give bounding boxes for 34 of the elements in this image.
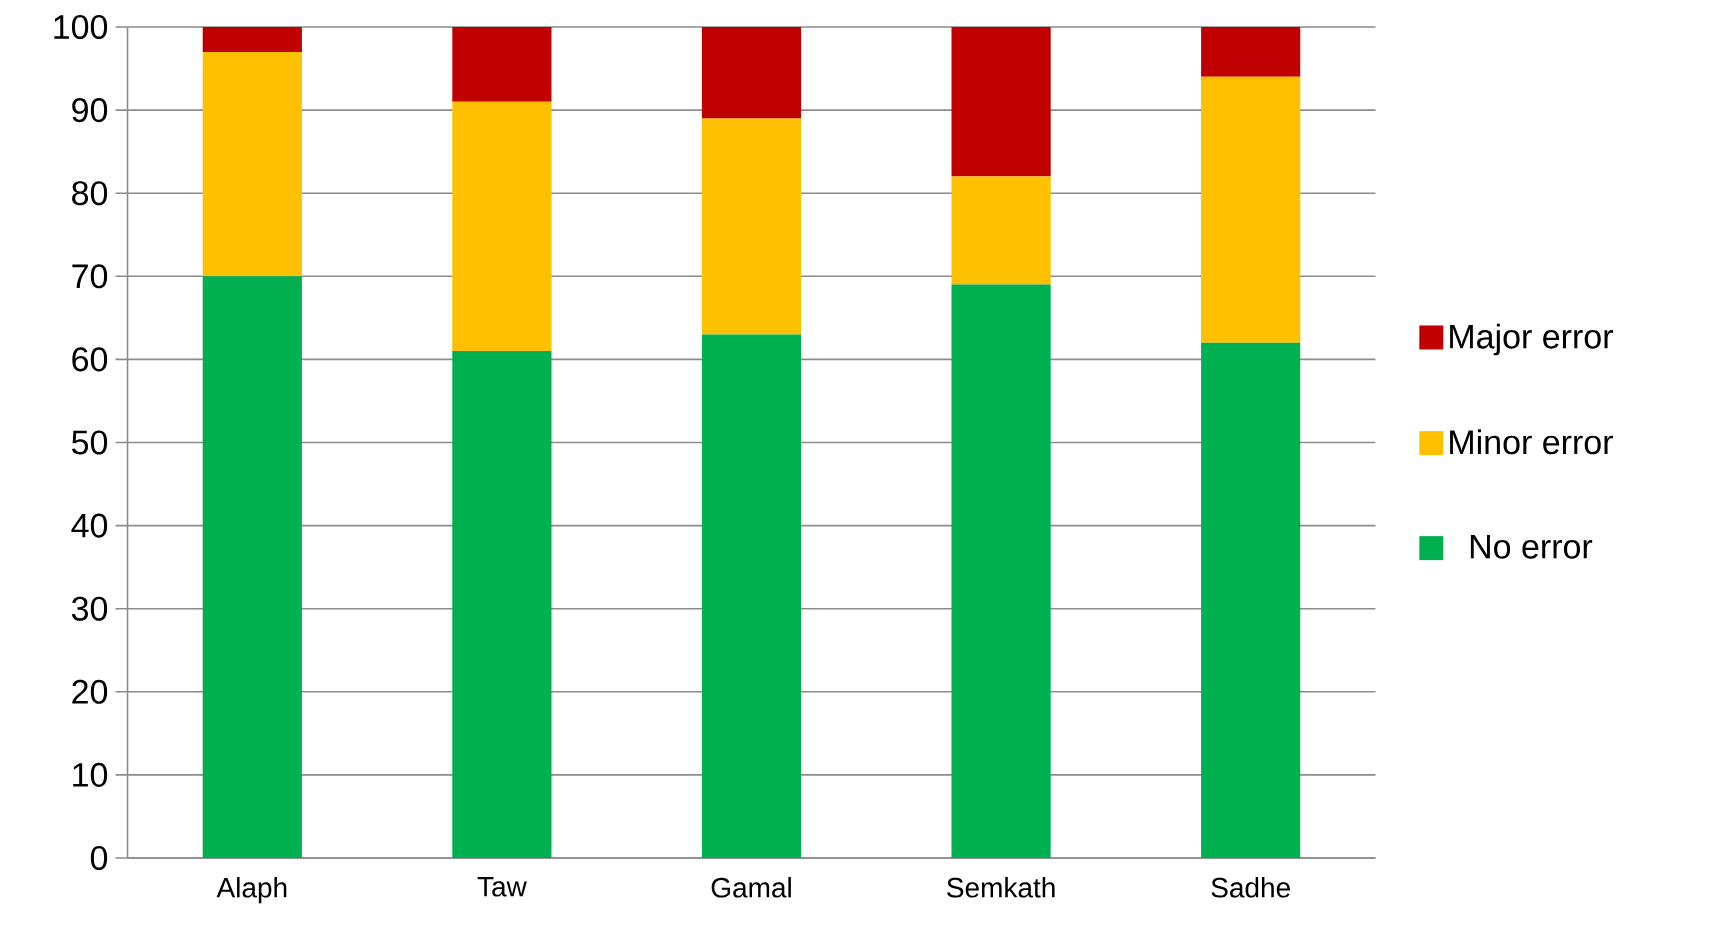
y-tick-label: 90 (72, 98, 108, 123)
bar (202, 26, 302, 52)
y-tick-label: 20 (72, 679, 108, 704)
bar (1201, 76, 1301, 343)
y-tick-label: 50 (71, 430, 108, 455)
bar (1201, 26, 1301, 77)
bar (951, 176, 1051, 285)
x-tick-label: Semkath (947, 877, 1055, 898)
bar (452, 351, 552, 858)
y-tick-label: 70 (72, 264, 108, 289)
y-tick-label: 80 (72, 181, 108, 206)
x-tick-label: Alaph (216, 877, 287, 904)
bar (701, 334, 802, 858)
x-tick-label: Sadhe (1211, 877, 1290, 898)
bar (452, 101, 552, 352)
y-tick-label: 0 (90, 845, 108, 871)
bar (951, 284, 1051, 858)
bar (701, 26, 802, 119)
bar (951, 26, 1051, 177)
bar (1201, 342, 1301, 858)
y-tick-label: 30 (71, 596, 108, 621)
legend-label: Major error (1450, 323, 1613, 356)
y-tick-label: 40 (71, 513, 108, 538)
bar (452, 26, 552, 102)
x-tick-label: Gamal (711, 877, 791, 898)
legend-label: No error (1470, 534, 1593, 559)
y-tick-label: 100 (54, 14, 108, 40)
bar (202, 276, 302, 858)
y-tick-label: 60 (72, 347, 108, 372)
bar (701, 118, 802, 335)
y-tick-label: 10 (73, 762, 108, 787)
bar (202, 51, 302, 277)
legend-label: Minor error (1450, 429, 1613, 455)
x-tick-label: Taw (477, 877, 527, 897)
